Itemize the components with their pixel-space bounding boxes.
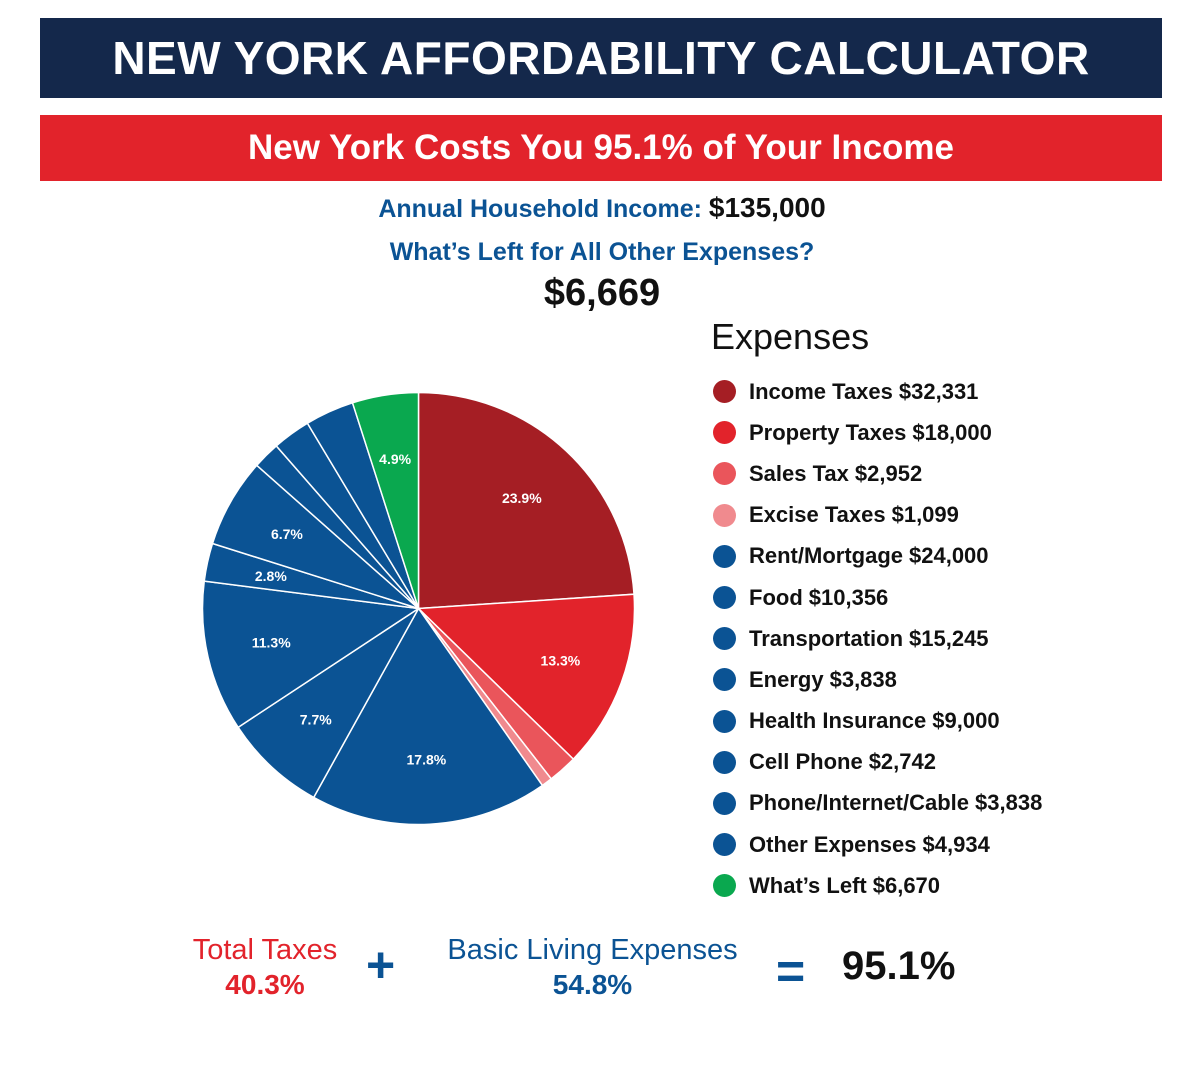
legend-item: Cell Phone $2,742 (713, 742, 1183, 783)
legend-swatch-icon (713, 503, 736, 527)
legend-item: Transportation $15,245 (713, 618, 1183, 659)
pie-slice (312, 607, 544, 826)
headline-banner: New York Costs You 95.1% of Your Income (40, 115, 1162, 181)
legend-amount: $4,934 (922, 831, 990, 857)
legend-amount: $18,000 (912, 419, 992, 445)
legend-item: Energy $3,838 (713, 659, 1183, 700)
legend-swatch-icon (713, 791, 736, 815)
legend-amount: $1,099 (891, 502, 959, 528)
legend-swatch-icon (713, 750, 736, 774)
pie-slice-label: 11.3% (252, 635, 291, 651)
legend-item: Excise Taxes $1,099 (713, 495, 1183, 536)
legend-swatch-icon (713, 380, 736, 404)
income-value: $135,000 (708, 192, 826, 223)
living-expenses-value: 54.8% (552, 969, 633, 1000)
legend-amount: $3,838 (975, 790, 1043, 816)
legend-label: Income Taxes (749, 378, 893, 404)
legend-label: Sales Tax (749, 460, 849, 486)
income-line: Annual Household Income: $135,000 (0, 192, 1204, 224)
legend-label: Phone/Internet/Cable (749, 790, 970, 816)
expense-pie-chart: 23.9% 13.3% 17.8% 7.7% 11.3% 2.8% 6.7% 4.9% (201, 391, 636, 826)
legend-swatch-icon (713, 627, 736, 651)
pie-slice (351, 391, 420, 609)
legend-amount: $2,742 (868, 749, 936, 775)
legend-swatch-icon (713, 586, 736, 610)
legend-amount: $10,356 (808, 584, 889, 610)
legend-amount: $9,000 (932, 708, 1000, 734)
legend-item: Other Expenses $4,934 (713, 824, 1183, 865)
page-title: NEW YORK AFFORDABILITY CALCULATOR (40, 18, 1162, 98)
pie-slice-label: 6.7% (271, 526, 303, 542)
legend-label: Transportation (749, 625, 904, 651)
pie-slice (416, 593, 636, 761)
pie-slice-label: 23.9% (502, 490, 542, 506)
living-expenses-label: Basic Living Expenses (447, 934, 738, 966)
pie-slice-label: 4.9% (379, 451, 411, 467)
legend-swatch-icon (713, 544, 736, 568)
legend-amount: $15,245 (909, 625, 989, 651)
plus-sign: + (366, 937, 396, 993)
legend-swatch-icon (713, 421, 736, 445)
total-taxes-value: 40.3% (225, 969, 305, 1000)
legend-item: Phone/Internet/Cable $3,838 (713, 783, 1183, 824)
pie-slice (237, 607, 420, 799)
legend-amount: $24,000 (909, 543, 989, 569)
total-taxes-label: Total Taxes (192, 934, 338, 966)
legend-amount: $6,670 (872, 872, 941, 898)
legend-amount: $3,838 (829, 666, 897, 692)
remaining-amount: $6,669 (543, 272, 661, 314)
legend-item: Health Insurance $9,000 (713, 701, 1183, 742)
legend-item: Food $10,356 (713, 577, 1183, 618)
legend-swatch-icon (713, 668, 736, 692)
legend-item: Income Taxes $32,331 (713, 371, 1183, 412)
legend-amount: $2,952 (854, 460, 923, 486)
legend-label: Food (749, 584, 803, 610)
legend-label: Cell Phone (749, 749, 863, 775)
income-label: Annual Household Income: (378, 195, 702, 223)
legend-item: What’s Left $6,670 (713, 865, 1183, 906)
equals-sign: = (776, 943, 806, 999)
pie-slice-label: 17.8% (407, 751, 447, 767)
legend-item: Rent/Mortgage $24,000 (713, 536, 1183, 577)
pie-slice-label: 7.7% (300, 711, 332, 727)
total-percentage: 95.1% (842, 944, 956, 988)
legend-label: Property Taxes (749, 419, 907, 445)
legend-swatch-icon (713, 462, 736, 486)
living-expenses-block: Basic Living Expenses 54.8% (415, 934, 770, 1001)
legend-label: Energy (749, 666, 824, 692)
legend-title: Expenses (711, 316, 870, 357)
total-taxes-block: Total Taxes 40.3% (170, 934, 360, 1001)
legend-item: Property Taxes $18,000 (713, 412, 1183, 453)
legend-label: Rent/Mortgage (749, 543, 903, 569)
pie-slice (201, 580, 421, 729)
legend-label: Other Expenses (749, 831, 917, 857)
pie-slice-label: 13.3% (541, 653, 581, 669)
legend-swatch-icon (713, 874, 736, 898)
pie-slice (417, 391, 635, 610)
legend-label: Health Insurance (749, 708, 927, 734)
legend-label: Excise Taxes (749, 502, 886, 528)
legend-label: What’s Left (749, 872, 867, 898)
legend-swatch-icon (713, 709, 736, 733)
expense-legend: Income Taxes $32,331 Property Taxes $18,000… (713, 371, 1183, 906)
legend-item: Sales Tax $2,952 (713, 453, 1183, 494)
legend-swatch-icon (713, 833, 736, 857)
pie-slice-label: 2.8% (255, 568, 287, 584)
remaining-question: What’s Left for All Other Expenses? (389, 238, 815, 266)
legend-amount: $32,331 (898, 378, 979, 404)
